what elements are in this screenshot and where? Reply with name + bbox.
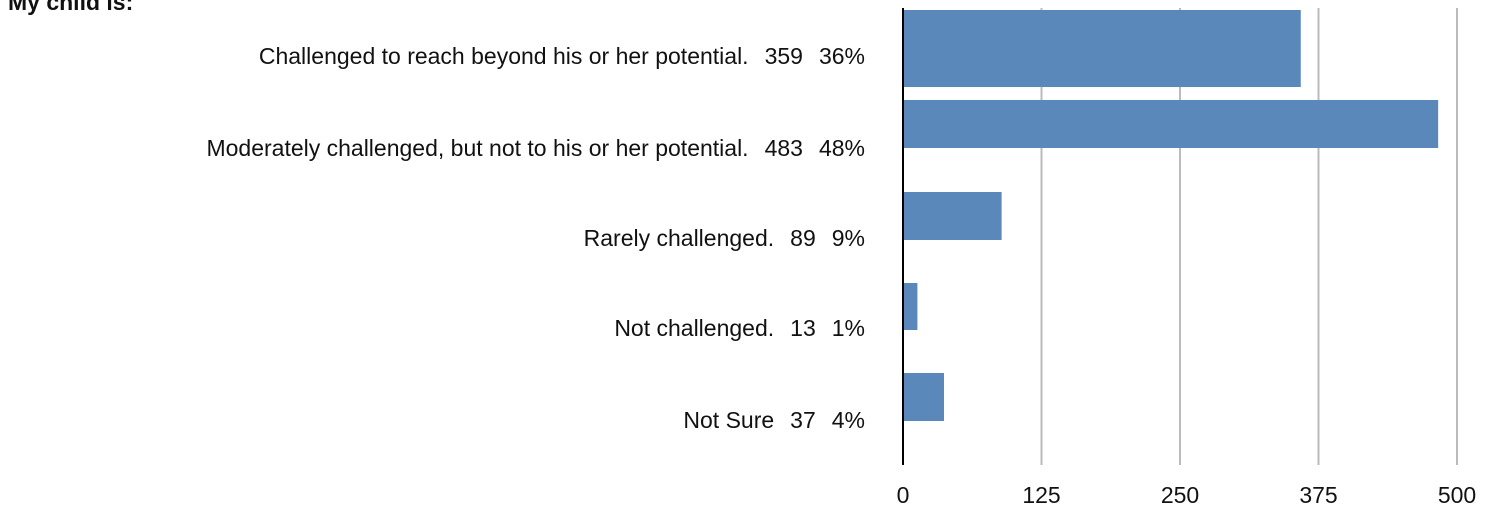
category-label: Not Sure 37 4% [683,407,865,433]
category-name: Not Sure [683,407,774,433]
count-label: 483 [765,135,803,161]
bar [903,100,1439,148]
x-tick-label: 500 [1438,482,1476,508]
bar [903,283,918,330]
percent-label: 1% [832,315,865,341]
category-name: Moderately challenged, but not to his or… [206,135,748,161]
x-tick-label: 375 [1299,482,1337,508]
count-label: 37 [790,407,816,433]
category-label: Challenged to reach beyond his or her po… [259,43,865,69]
category-label: Not challenged. 13 1% [614,315,865,341]
x-tick-label: 125 [1022,482,1060,508]
percent-label: 9% [832,225,865,251]
count-label: 359 [765,43,803,69]
percent-label: 4% [832,407,865,433]
category-name: Not challenged. [614,315,774,341]
category-label: Moderately challenged, but not to his or… [206,135,865,161]
bar [903,10,1301,87]
percent-label: 36% [819,43,865,69]
bar [903,192,1002,240]
category-label: Rarely challenged. 89 9% [584,225,865,251]
percent-label: 48% [819,135,865,161]
chart-title: My child is: [8,0,133,15]
bar [903,373,944,421]
x-tick-label: 0 [897,482,910,508]
category-name: Rarely challenged. [584,225,775,251]
category-name: Challenged to reach beyond his or her po… [259,43,749,69]
count-label: 89 [790,225,816,251]
count-label: 13 [790,315,816,341]
x-tick-label: 250 [1161,482,1199,508]
